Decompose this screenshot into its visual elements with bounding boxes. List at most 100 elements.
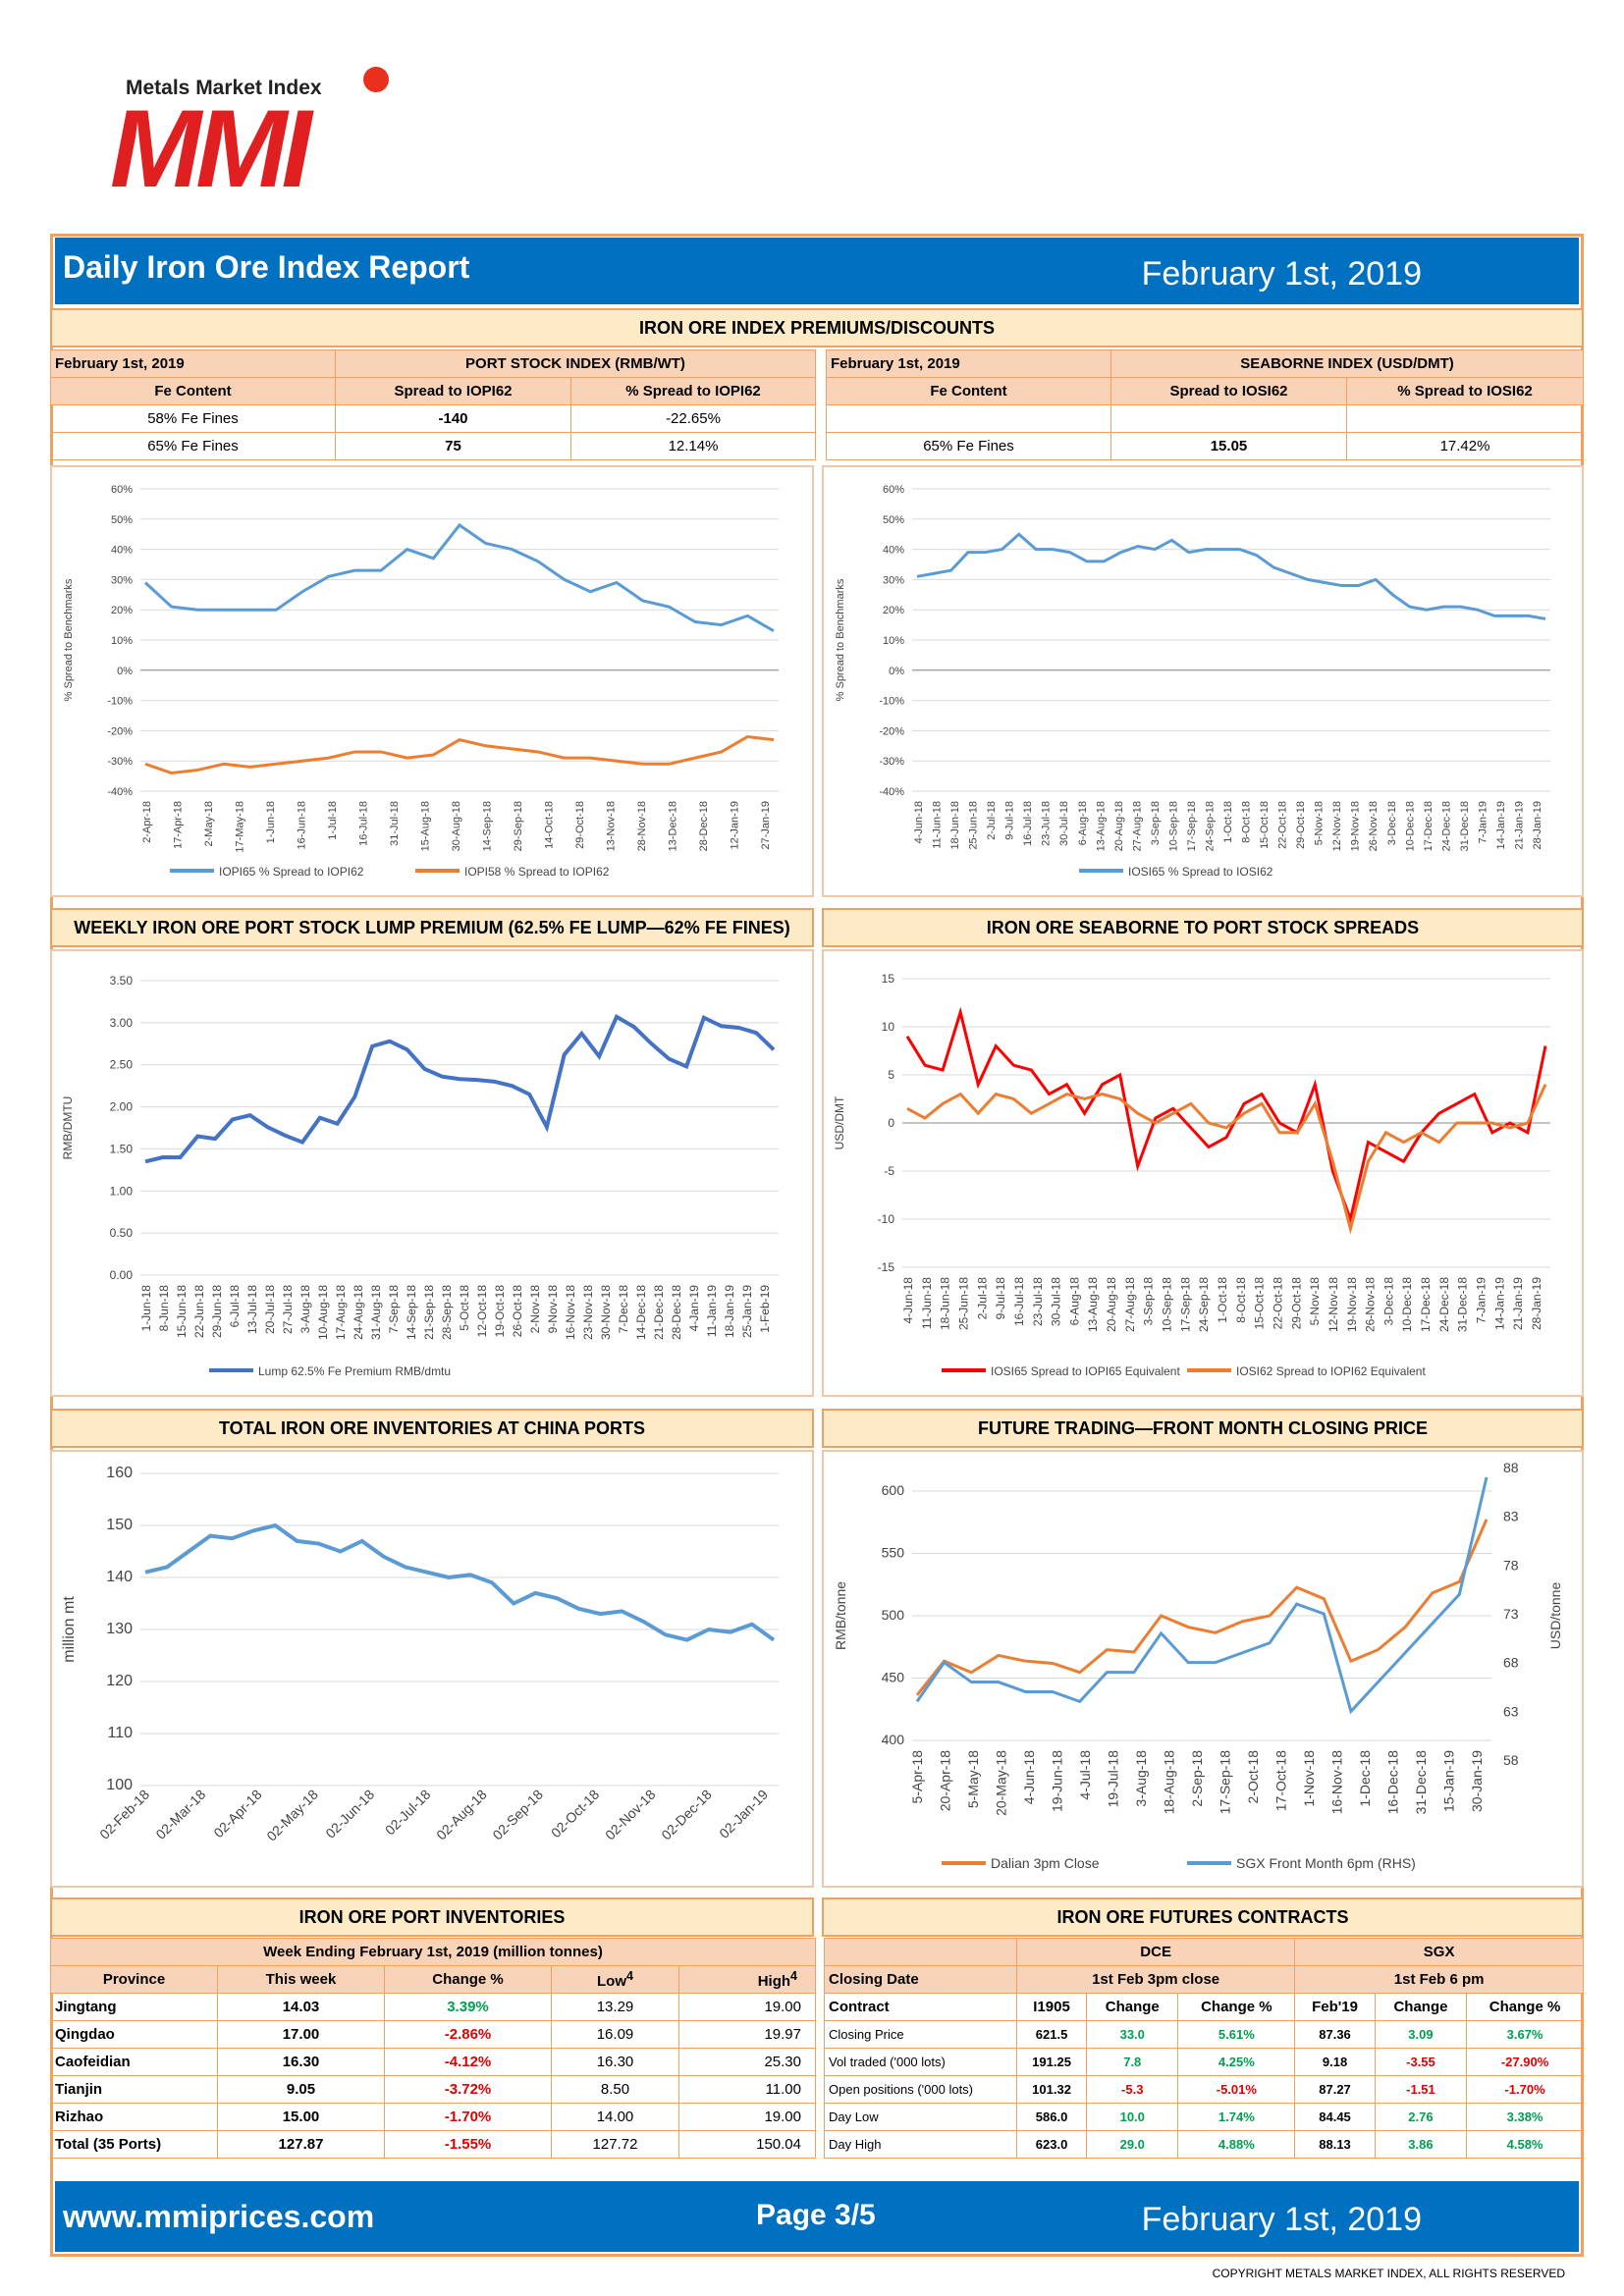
x-tick-label: 3-Sep-18	[1142, 1277, 1156, 1326]
x-tick-label: 14-Jan-19	[1495, 801, 1507, 850]
change-pct: -2.86%	[384, 2020, 552, 2049]
x-tick-label: 25-Jun-18	[968, 801, 980, 850]
x-tick-label: 6-Aug-18	[1077, 801, 1089, 845]
metric-label: Open positions ('000 lots)	[824, 2075, 1017, 2104]
y-tick-label: 20%	[111, 605, 133, 616]
y2-tick-label: 63	[1503, 1703, 1519, 1719]
y-tick-label: 130	[106, 1621, 133, 1637]
col-fe: Fe Content	[826, 377, 1111, 405]
y2-tick-label: 78	[1503, 1557, 1519, 1573]
seaborne-pct	[1346, 404, 1584, 433]
dce-change: -5.3	[1086, 2075, 1179, 2104]
x-tick-label: 30-Jan-19	[1469, 1750, 1485, 1812]
y-tick-label: 40%	[111, 545, 133, 557]
x-tick-label: 9-Jul-18	[1004, 801, 1016, 840]
x-tick-label: 21-Jan-19	[1511, 1277, 1525, 1330]
x-tick-label: 02-Sep-18	[489, 1787, 546, 1843]
x-tick-label: 31-Jul-18	[389, 801, 401, 846]
dce-change-pct: 5.61%	[1177, 2020, 1296, 2049]
dce-value: 191.25	[1015, 2048, 1088, 2076]
table-row: Closing Price 621.5 33.0 5.61% 87.36 3.0…	[824, 2020, 1584, 2049]
y-tick-label: 30%	[883, 574, 904, 586]
x-tick-label: 9-Jul-18	[994, 1277, 1007, 1320]
province: Rizhao	[50, 2103, 218, 2131]
y-tick-label: -5	[884, 1164, 894, 1178]
futures-table-title: IRON ORE FUTURES CONTRACTS	[822, 1897, 1584, 1937]
x-tick-label: 24-Aug-18	[352, 1285, 365, 1340]
y-tick-label: 1.00	[110, 1184, 134, 1198]
x-tick-label: 14-Jan-19	[1492, 1277, 1506, 1330]
x-tick-label: 3-Aug-18	[298, 1285, 312, 1334]
x-tick-label: 30-Nov-18	[599, 1285, 613, 1340]
futures-table: DCE SGX Closing Date 1st Feb 3pm close 1st …	[824, 1938, 1584, 2159]
dce-change: 29.0	[1086, 2130, 1179, 2159]
x-tick-label: 31-Dec-18	[1456, 1277, 1470, 1332]
x-tick-label: 11-Jun-18	[932, 801, 944, 849]
x-tick-label: 4-Jan-19	[687, 1285, 701, 1332]
lump-title: WEEKLY IRON ORE PORT STOCK LUMP PREMIUM …	[50, 908, 814, 947]
footer-date: February 1st, 2019	[1141, 2201, 1422, 2238]
footer-band: www.mmiprices.com Page 3/5 February 1st,…	[55, 2181, 1579, 2252]
x-tick-label: 8-Jun-18	[157, 1285, 171, 1332]
sgx-change-pct: -1.70%	[1466, 2075, 1584, 2104]
table-row: Day High 623.0 29.0 4.88% 88.13 3.86 4.5…	[824, 2130, 1584, 2159]
province: Total (35 Ports)	[50, 2130, 218, 2159]
y-tick-label: -10%	[107, 696, 133, 708]
x-tick-label: 4-Jun-18	[901, 1277, 915, 1324]
y2-axis-label: USD/tonne	[1547, 1582, 1563, 1650]
y-tick-label: -30%	[107, 756, 133, 768]
series-line	[905, 1006, 1547, 1225]
dce-change: 7.8	[1086, 2048, 1179, 2076]
x-tick-label: 16-Nov-18	[1329, 1750, 1345, 1815]
x-tick-label: 1-Oct-18	[1222, 801, 1234, 843]
sgx-value: 84.45	[1294, 2103, 1376, 2131]
series-line	[144, 735, 775, 775]
x-tick-label: 28-Sep-18	[440, 1285, 454, 1340]
x-tick-label: 28-Dec-18	[698, 801, 710, 851]
dce-date: 1st Feb 3pm close	[1015, 1965, 1296, 1994]
x-tick-label: 13-Nov-18	[606, 801, 618, 851]
sgx-change-label: Change	[1374, 1993, 1468, 2021]
x-tick-label: 17-Sep-18	[1178, 1277, 1192, 1332]
dce-contract: I1905	[1015, 1993, 1088, 2021]
x-tick-label: 28-Jan-19	[1530, 1277, 1543, 1330]
x-tick-label: 26-Nov-18	[1364, 1277, 1378, 1332]
dce-change: 33.0	[1086, 2020, 1179, 2049]
x-tick-label: 20-Apr-18	[938, 1750, 953, 1811]
x-tick-label: 24-Sep-18	[1204, 801, 1216, 851]
sgx-value: 9.18	[1294, 2048, 1376, 2076]
col-spread: Spread to IOPI62	[335, 377, 571, 405]
legend-label: SGX Front Month 6pm (RHS)	[1236, 1855, 1416, 1871]
x-tick-label: 2-Sep-18	[1189, 1750, 1205, 1807]
dce-value: 101.32	[1015, 2075, 1088, 2104]
inventories-chart: 160 150 140 130 120 110 100 million mt 02-Feb-18…	[61, 1465, 779, 1843]
table-row: Qingdao 17.00 -2.86% 16.09 19.97	[50, 2020, 816, 2049]
closing-date-label: Closing Date	[824, 1965, 1017, 1994]
x-tick-label: 30-Jul-18	[1058, 801, 1070, 846]
low: 8.50	[551, 2075, 679, 2104]
inventories-table-title: IRON ORE PORT INVENTORIES	[50, 1897, 814, 1937]
x-tick-label: 15-Jun-18	[175, 1285, 189, 1338]
table-row: Total (35 Ports) 127.87 -1.55% 127.72 15…	[50, 2130, 816, 2159]
metric-label: Closing Price	[824, 2020, 1017, 2049]
x-tick-label: 26-Oct-18	[511, 1285, 524, 1338]
y-tick-label: 550	[882, 1545, 905, 1561]
y-axis-label: USD/DMT	[833, 1095, 846, 1149]
col-this-week: This week	[217, 1965, 385, 1994]
legend-label: IOSI65 Spread to IOPI65 Equivalent	[991, 1364, 1180, 1378]
x-tick-label: 1-Jul-18	[327, 801, 339, 840]
x-tick-label: 12-Jan-19	[730, 801, 741, 850]
x-tick-label: 6-Jul-18	[228, 1285, 242, 1328]
port-premium-table: February 1st, 2019 PORT STOCK INDEX (RMB/…	[50, 349, 816, 460]
series-line	[906, 1084, 1547, 1235]
port-date: February 1st, 2019	[50, 349, 336, 378]
x-tick-label: 27-Aug-18	[1123, 1277, 1137, 1332]
seaborne-port-spreads-chart: 15 10 5 0 -5 -10 -15 USD/DMT 4-Jun-18 11-Jun-18 18…	[833, 972, 1550, 1378]
x-tick-label: 4-Jul-18	[1077, 1750, 1093, 1800]
y-tick-label: 50%	[883, 514, 904, 526]
x-tick-label: 10-Dec-18	[1404, 801, 1416, 851]
x-tick-label: 28-Jan-19	[1532, 801, 1543, 850]
x-tick-label: 28-Nov-18	[636, 801, 648, 851]
sgx-value: 87.27	[1294, 2075, 1376, 2104]
website-link[interactable]: www.mmiprices.com	[63, 2199, 375, 2234]
